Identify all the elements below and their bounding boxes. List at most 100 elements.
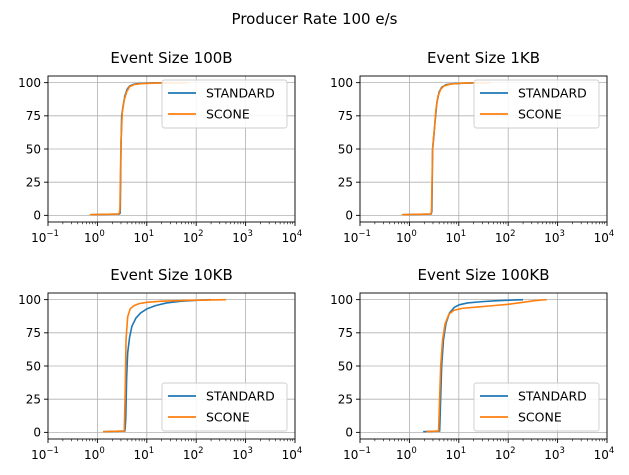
- x-tick-label: 104: [282, 446, 303, 462]
- x-tick-exponent: 1: [149, 446, 154, 456]
- subplot-title: Event Size 100KB: [417, 266, 549, 284]
- x-tick-label: 10−1: [343, 446, 371, 462]
- legend-label-scone: SCONE: [518, 410, 562, 425]
- y-tick-label: 75: [26, 109, 41, 123]
- y-tick-label: 25: [26, 392, 41, 406]
- legend: STANDARD SCONE: [161, 79, 288, 129]
- y-tick-label: 50: [338, 142, 353, 156]
- x-tick-exponent: −1: [358, 446, 371, 456]
- x-tick-exponent: −1: [358, 229, 371, 239]
- legend-box: [161, 79, 288, 129]
- x-tick-label: 10−1: [31, 229, 59, 245]
- x-tick-label: 10−1: [343, 229, 371, 245]
- y-tick-label: 0: [33, 426, 41, 440]
- y-tick-label: 0: [345, 209, 353, 223]
- subplot-title: Event Size 100B: [110, 49, 232, 67]
- x-tick-exponent: 3: [248, 446, 253, 456]
- y-tick-label: 50: [338, 359, 353, 373]
- y-tick-label: 75: [26, 326, 41, 340]
- legend-box: [473, 382, 600, 432]
- x-tick-label: 100: [84, 229, 105, 245]
- x-tick-label: 104: [594, 229, 615, 245]
- x-tick-exponent: 4: [609, 229, 614, 239]
- legend: STANDARD SCONE: [473, 79, 600, 129]
- x-tick-exponent: 3: [248, 229, 253, 239]
- x-tick-label: 104: [594, 446, 615, 462]
- x-tick-exponent: 2: [198, 446, 203, 456]
- x-tick-label: 100: [396, 229, 417, 245]
- legend-label-standard: STANDARD: [518, 389, 587, 404]
- y-tick-label: 0: [33, 209, 41, 223]
- x-tick-exponent: 0: [99, 229, 104, 239]
- y-tick-label: 75: [338, 109, 353, 123]
- x-tick-label: 102: [495, 229, 516, 245]
- x-tick-exponent: 0: [99, 446, 104, 456]
- y-tick-label: 100: [330, 76, 353, 90]
- legend-box: [473, 79, 600, 129]
- series-line-scone: [401, 81, 492, 216]
- x-tick-label: 104: [282, 229, 303, 245]
- series-line-standard: [103, 298, 212, 433]
- x-tick-exponent: 2: [510, 446, 515, 456]
- x-tick-exponent: −1: [46, 229, 59, 239]
- x-tick-label: 101: [133, 446, 154, 462]
- x-tick-label: 103: [544, 229, 565, 245]
- x-tick-label: 103: [544, 446, 565, 462]
- y-tick-label: 25: [338, 392, 353, 406]
- legend-label-standard: STANDARD: [206, 389, 275, 404]
- x-tick-exponent: 2: [198, 229, 203, 239]
- figure-suptitle: Producer Rate 100 e/s: [232, 10, 398, 28]
- x-tick-exponent: −1: [46, 446, 59, 456]
- y-tick-label: 50: [26, 142, 41, 156]
- x-tick-label: 103: [232, 446, 253, 462]
- legend-box: [161, 382, 288, 432]
- x-tick-exponent: 3: [560, 229, 565, 239]
- legend-label-standard: STANDARD: [518, 86, 587, 101]
- x-tick-exponent: 1: [461, 446, 466, 456]
- x-tick-exponent: 4: [297, 446, 302, 456]
- x-tick-exponent: 4: [609, 446, 614, 456]
- series-line-scone: [426, 298, 547, 433]
- legend-label-scone: SCONE: [206, 107, 250, 122]
- x-tick-label: 101: [133, 229, 154, 245]
- x-tick-label: 100: [396, 446, 417, 462]
- x-tick-label: 102: [495, 446, 516, 462]
- x-tick-label: 10−1: [31, 446, 59, 462]
- subplot-title: Event Size 10KB: [110, 266, 233, 284]
- x-tick-exponent: 3: [560, 446, 565, 456]
- x-tick-label: 102: [183, 229, 204, 245]
- y-tick-label: 50: [26, 359, 41, 373]
- x-tick-exponent: 0: [411, 229, 416, 239]
- x-tick-label: 103: [232, 229, 253, 245]
- legend: STANDARD SCONE: [473, 382, 600, 432]
- y-tick-label: 25: [338, 175, 353, 189]
- y-tick-label: 100: [18, 76, 41, 90]
- y-tick-label: 75: [338, 326, 353, 340]
- x-tick-label: 101: [445, 446, 466, 462]
- y-tick-label: 0: [345, 426, 353, 440]
- x-tick-exponent: 2: [510, 229, 515, 239]
- x-tick-exponent: 4: [297, 229, 302, 239]
- y-tick-label: 100: [18, 293, 41, 307]
- legend-label-scone: SCONE: [206, 410, 250, 425]
- series-line-scone: [89, 81, 189, 216]
- x-tick-label: 100: [84, 446, 105, 462]
- x-tick-exponent: 1: [149, 229, 154, 239]
- legend-label-standard: STANDARD: [206, 86, 275, 101]
- x-tick-label: 102: [183, 446, 204, 462]
- series-line-scone: [103, 298, 226, 433]
- y-tick-label: 25: [26, 175, 41, 189]
- x-tick-exponent: 0: [411, 446, 416, 456]
- legend-label-scone: SCONE: [518, 107, 562, 122]
- legend: STANDARD SCONE: [161, 382, 288, 432]
- x-tick-exponent: 1: [461, 229, 466, 239]
- series-line-standard: [423, 298, 524, 433]
- y-tick-label: 100: [330, 293, 353, 307]
- subplot-title: Event Size 1KB: [427, 49, 540, 67]
- x-tick-label: 101: [445, 229, 466, 245]
